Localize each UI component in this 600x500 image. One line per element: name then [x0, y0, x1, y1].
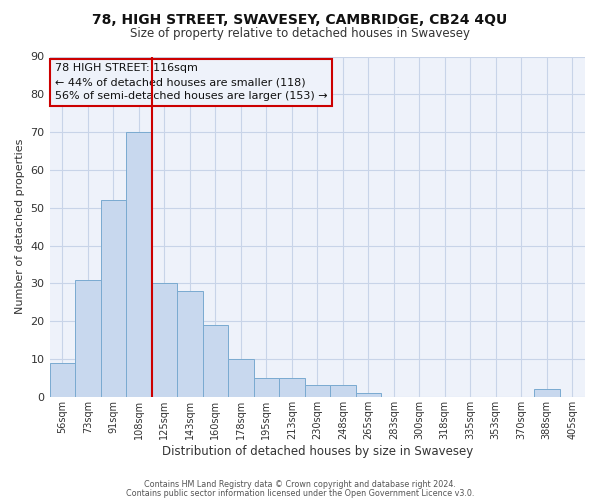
Bar	[101, 200, 126, 397]
Bar	[203, 325, 228, 397]
Text: 78 HIGH STREET: 116sqm
← 44% of detached houses are smaller (118)
56% of semi-de: 78 HIGH STREET: 116sqm ← 44% of detached…	[55, 64, 328, 102]
Bar	[177, 291, 203, 397]
Bar	[356, 393, 381, 397]
Bar	[254, 378, 279, 397]
Text: Size of property relative to detached houses in Swavesey: Size of property relative to detached ho…	[130, 28, 470, 40]
Bar	[534, 389, 560, 397]
Bar	[330, 386, 356, 397]
X-axis label: Distribution of detached houses by size in Swavesey: Distribution of detached houses by size …	[161, 444, 473, 458]
Bar	[75, 280, 101, 397]
Bar	[305, 386, 330, 397]
Bar	[228, 359, 254, 397]
Text: 78, HIGH STREET, SWAVESEY, CAMBRIDGE, CB24 4QU: 78, HIGH STREET, SWAVESEY, CAMBRIDGE, CB…	[92, 12, 508, 26]
Text: Contains public sector information licensed under the Open Government Licence v3: Contains public sector information licen…	[126, 488, 474, 498]
Bar	[126, 132, 152, 397]
Y-axis label: Number of detached properties: Number of detached properties	[15, 139, 25, 314]
Bar	[152, 284, 177, 397]
Bar	[50, 363, 75, 397]
Text: Contains HM Land Registry data © Crown copyright and database right 2024.: Contains HM Land Registry data © Crown c…	[144, 480, 456, 489]
Bar	[279, 378, 305, 397]
